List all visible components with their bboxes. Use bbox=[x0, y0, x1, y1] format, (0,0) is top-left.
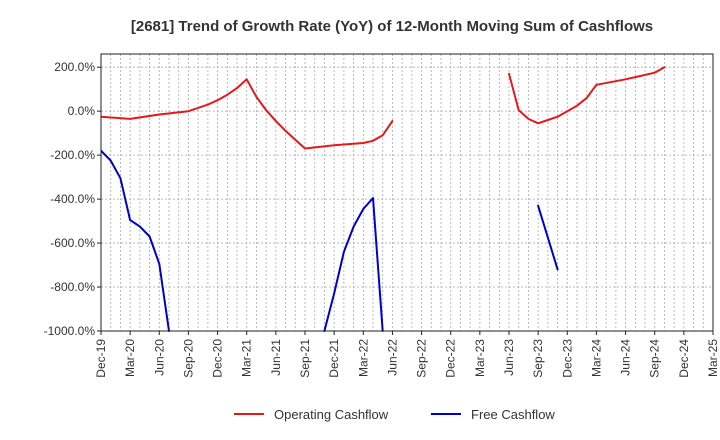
chart-title: [2681] Trend of Growth Rate (YoY) of 12-… bbox=[131, 18, 653, 35]
x-tick-label: Dec-24 bbox=[677, 339, 691, 378]
x-tick-label: Dec-19 bbox=[94, 339, 108, 378]
x-tick-label: Dec-21 bbox=[327, 339, 341, 378]
x-tick-label: Mar-23 bbox=[473, 339, 487, 377]
x-tick-label: Mar-22 bbox=[356, 339, 370, 377]
y-tick-label: -1000.0% bbox=[44, 324, 96, 338]
x-tick-label: Dec-20 bbox=[211, 339, 225, 378]
x-tick-label: Sep-22 bbox=[415, 339, 429, 378]
legend: Operating Cashflow Free Cashflow bbox=[234, 407, 555, 422]
x-tick-label: Sep-20 bbox=[181, 339, 195, 378]
x-axis: Dec-19 Mar-20 Jun-20 Sep-20 Dec-20 Mar-21 Jun-… bbox=[94, 331, 720, 378]
x-tick-label: Jun-21 bbox=[269, 339, 283, 376]
grid bbox=[101, 54, 713, 331]
series-layer bbox=[101, 66, 666, 332]
plot-frame bbox=[100, 53, 714, 332]
y-tick-label: -800.0% bbox=[50, 280, 95, 294]
legend-label: Operating Cashflow bbox=[274, 407, 389, 422]
y-tick-label: -600.0% bbox=[50, 236, 95, 250]
x-tick-label: Sep-23 bbox=[531, 339, 545, 378]
x-tick-label: Dec-22 bbox=[444, 339, 458, 378]
y-tick-label: -200.0% bbox=[50, 148, 95, 162]
x-tick-label: Dec-23 bbox=[560, 339, 574, 378]
legend-label: Free Cashflow bbox=[471, 407, 555, 422]
x-tick-label: Mar-20 bbox=[123, 339, 137, 377]
x-tick-label: Jun-20 bbox=[152, 339, 166, 376]
series-line-free-cashflow bbox=[101, 149, 559, 332]
y-tick-label: 0.0% bbox=[68, 104, 96, 118]
x-tick-label: Mar-25 bbox=[706, 339, 720, 377]
x-tick-label: Jun-23 bbox=[502, 339, 516, 376]
x-tick-label: Jun-24 bbox=[619, 339, 633, 376]
x-tick-label: Sep-21 bbox=[298, 339, 312, 378]
x-tick-label: Sep-24 bbox=[648, 339, 662, 378]
x-tick-label: Mar-21 bbox=[240, 339, 254, 377]
y-tick-label: 200.0% bbox=[54, 60, 95, 74]
y-tick-label: -400.0% bbox=[50, 192, 95, 206]
series-line-operating-cashflow bbox=[101, 66, 666, 150]
x-tick-label: Jun-22 bbox=[385, 339, 399, 376]
y-axis: 200.0% 0.0% -200.0% -400.0% -600.0% -800.0% -1… bbox=[44, 60, 101, 338]
x-tick-label: Mar-24 bbox=[589, 339, 603, 377]
